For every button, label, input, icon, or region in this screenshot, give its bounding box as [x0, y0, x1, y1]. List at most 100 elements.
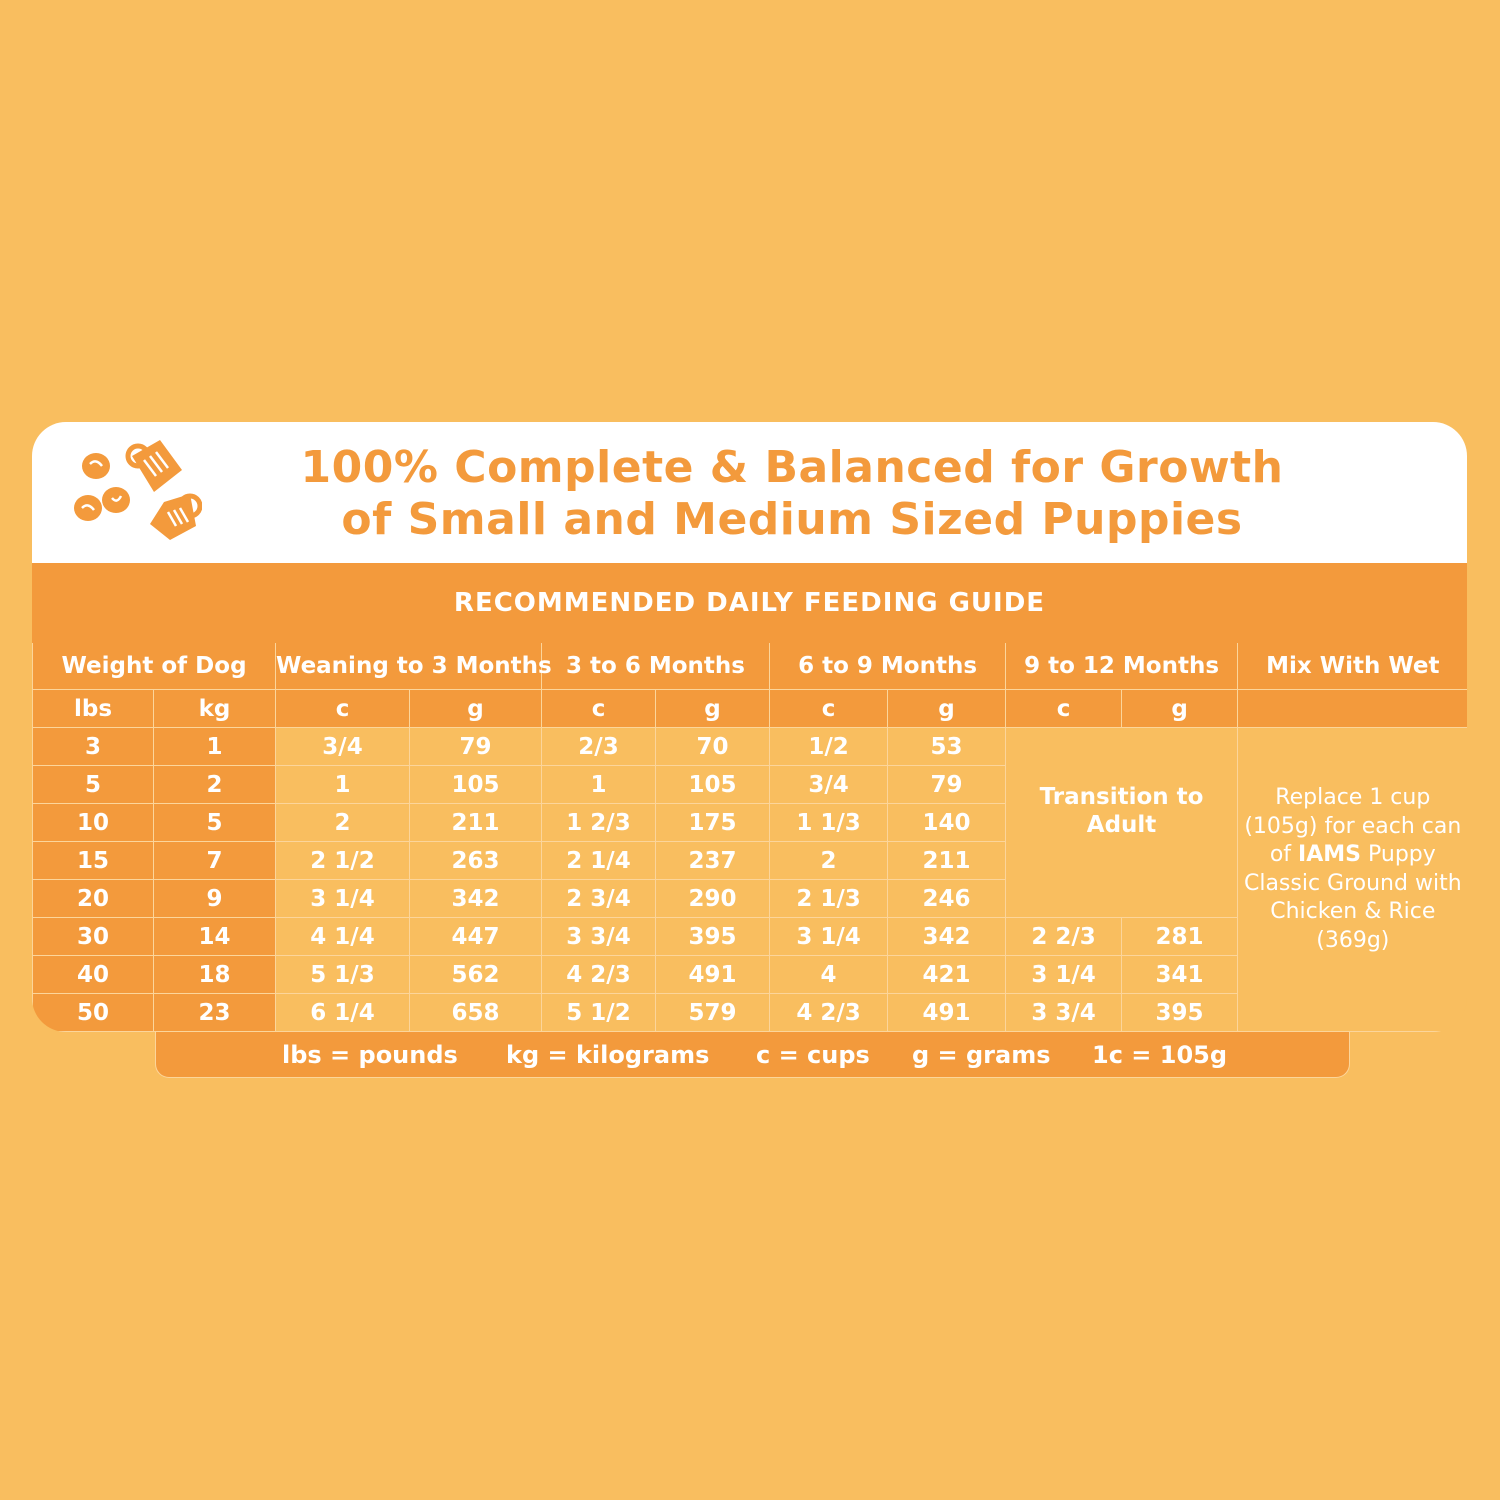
cell-kg: 1	[152, 727, 277, 766]
cell-cups: 5 1/2	[541, 993, 657, 1032]
cell-lbs: 20	[32, 879, 154, 918]
cell-lbs: 50	[32, 993, 154, 1032]
subheader-kg: kg	[152, 689, 277, 728]
cell-cups: 2	[275, 803, 411, 842]
cell-lbs: 30	[32, 917, 154, 956]
page-title: 100% Complete & Balanced for Growth of S…	[222, 442, 1362, 546]
cell-cups: 3 1/4	[1005, 955, 1123, 994]
cell-lbs: 10	[32, 803, 154, 842]
subheader-lbs: lbs	[32, 689, 154, 728]
cell-lbs: 3	[32, 727, 154, 766]
cell-cups: 3 1/4	[275, 879, 411, 918]
cell-cups: 3/4	[769, 765, 889, 804]
cell-grams: 53	[887, 727, 1007, 766]
cell-cups: 3 3/4	[541, 917, 657, 956]
title-line-1: 100% Complete & Balanced for Growth	[300, 442, 1284, 493]
header-weight: Weight of Dog	[32, 643, 277, 690]
header-age-6-9m: 6 to 9 Months	[769, 643, 1007, 690]
cell-grams: 342	[887, 917, 1007, 956]
cell-cups: 4 1/4	[275, 917, 411, 956]
subheader-g: g	[1121, 689, 1239, 728]
header-mix-with-wet: Mix With Wet	[1237, 643, 1467, 690]
subheader-g: g	[887, 689, 1007, 728]
subheader-c: c	[769, 689, 889, 728]
legend-c: c = cups	[756, 1041, 870, 1069]
cell-grams: 290	[655, 879, 771, 918]
cell-grams: 211	[409, 803, 543, 842]
guide-title: RECOMMENDED DAILY FEEDING GUIDE	[32, 563, 1467, 643]
cell-kg: 9	[152, 879, 277, 918]
feeding-guide-card: 100% Complete & Balanced for Growth of S…	[32, 422, 1467, 1032]
cell-grams: 79	[887, 765, 1007, 804]
subheader-c: c	[275, 689, 411, 728]
legend-kg: kg = kilograms	[506, 1041, 710, 1069]
cell-cups: 1 1/3	[769, 803, 889, 842]
cell-grams: 658	[409, 993, 543, 1032]
legend-g: g = grams	[912, 1041, 1051, 1069]
cell-cups: 2 1/4	[541, 841, 657, 880]
kibble-and-cups-icon	[74, 440, 202, 540]
cell-grams: 447	[409, 917, 543, 956]
cell-grams: 105	[655, 765, 771, 804]
subheader-c: c	[541, 689, 657, 728]
cell-kg: 7	[152, 841, 277, 880]
cell-grams: 79	[409, 727, 543, 766]
cell-cups: 4 2/3	[769, 993, 889, 1032]
table-row: 40 18 5 1/3 562 4 2/3 491 4 421 3 1/4 341	[32, 955, 1468, 994]
legend-conversion: 1c = 105g	[1092, 1041, 1228, 1069]
cell-grams: 175	[655, 803, 771, 842]
subheader-g: g	[655, 689, 771, 728]
header-age-9-12m: 9 to 12 Months	[1005, 643, 1239, 690]
cell-cups: 1	[541, 765, 657, 804]
legend-lbs: lbs = pounds	[282, 1041, 458, 1069]
cell-grams: 140	[887, 803, 1007, 842]
subheader-c: c	[1005, 689, 1123, 728]
cell-cups: 2 3/4	[541, 879, 657, 918]
cell-kg: 14	[152, 917, 277, 956]
cell-grams: 562	[409, 955, 543, 994]
cell-cups: 5 1/3	[275, 955, 411, 994]
cell-grams: 421	[887, 955, 1007, 994]
cell-cups: 6 1/4	[275, 993, 411, 1032]
cell-cups: 1 2/3	[541, 803, 657, 842]
cell-grams: 491	[887, 993, 1007, 1032]
table-row: 30 14 4 1/4 447 3 3/4 395 3 1/4 342 2 2/3 281	[32, 917, 1468, 956]
cell-lbs: 40	[32, 955, 154, 994]
cell-lbs: 5	[32, 765, 154, 804]
cell-cups: 2 1/3	[769, 879, 889, 918]
mix-note-brand: IAMS	[1298, 842, 1361, 867]
cell-grams: 237	[655, 841, 771, 880]
table-row: 5 2 1 105 1 105 3/4 79	[32, 765, 1468, 804]
cell-grams: 211	[887, 841, 1007, 880]
header-age-3-6m: 3 to 6 Months	[541, 643, 771, 690]
cell-grams: 395	[1121, 993, 1239, 1032]
mix-note-post: Puppy Classic Ground with Chicken & Rice…	[1243, 842, 1462, 953]
cell-kg: 23	[152, 993, 277, 1032]
table-row: 3 1 3/4 79 2/3 70 1/2 53 Transition to Adult Repl…	[32, 727, 1467, 1032]
cell-cups: 2	[769, 841, 889, 880]
cell-grams: 342	[409, 879, 543, 918]
cell-cups: 3 3/4	[1005, 993, 1123, 1032]
cell-cups: 1/2	[769, 727, 889, 766]
cell-cups: 3/4	[275, 727, 411, 766]
mix-note-pre: Replace 1 cup (105g) for each can of	[1244, 785, 1462, 867]
feeding-table: Weight of Dog Weaning to 3 Months 3 to 6…	[32, 643, 1467, 1032]
table-row: 15 7 2 1/2 263 2 1/4 237 2 211	[32, 841, 1468, 880]
cell-cups: 1	[275, 765, 411, 804]
table-row: 20 9 3 1/4 342 2 3/4 290 2 1/3 246	[32, 879, 1468, 918]
subheader-empty	[1237, 689, 1467, 728]
title-line-2: of Small and Medium Sized Puppies	[341, 494, 1243, 545]
transition-to-adult-note: Transition to Adult	[1005, 727, 1239, 918]
cell-kg: 18	[152, 955, 277, 994]
cell-cups: 4 2/3	[541, 955, 657, 994]
cell-kg: 2	[152, 765, 277, 804]
cell-grams: 263	[409, 841, 543, 880]
header: 100% Complete & Balanced for Growth of S…	[32, 422, 1467, 563]
table-row: 50 23 6 1/4 658 5 1/2 579 4 2/3 491 3 3/4 395	[32, 993, 1468, 1032]
cell-grams: 105	[409, 765, 543, 804]
cell-grams: 246	[887, 879, 1007, 918]
cell-cups: 2 2/3	[1005, 917, 1123, 956]
cell-grams: 395	[655, 917, 771, 956]
cell-grams: 70	[655, 727, 771, 766]
cell-cups: 4	[769, 955, 889, 994]
